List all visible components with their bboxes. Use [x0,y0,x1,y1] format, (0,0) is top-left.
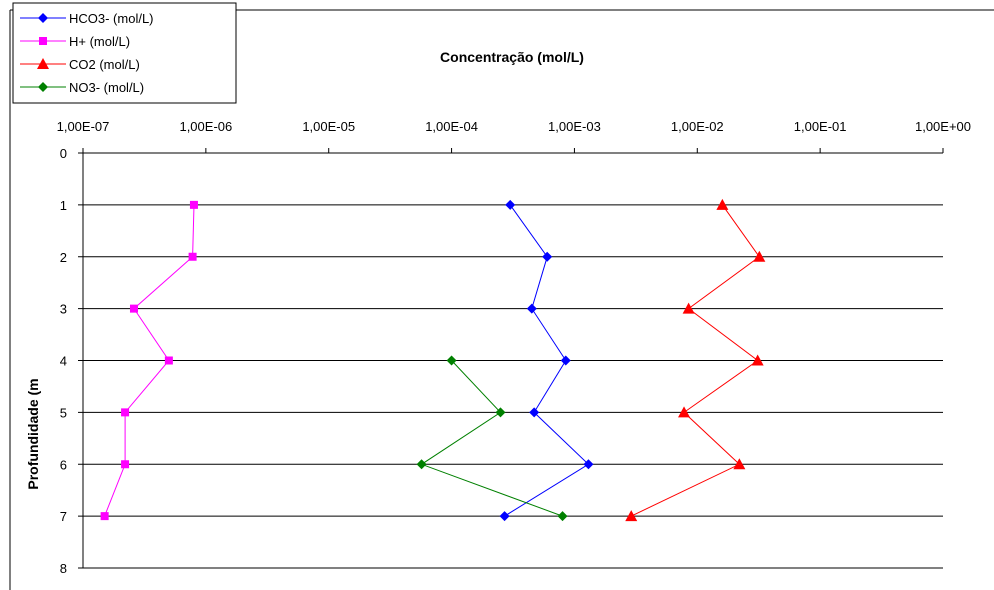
data-point [446,355,457,366]
data-point [189,200,198,209]
x-tick-label: 1,00E-01 [794,119,847,134]
y-tick-labels: 0 1 2 3 4 5 6 7 8 [60,146,67,576]
data-point [416,459,427,470]
data-point [625,510,638,522]
y-axis-label: Profundidade (m [25,378,41,489]
legend-item: HCO3- (mol/L) [20,11,154,26]
y-tick-label: 8 [60,561,67,576]
x-tick-label: 1,00E-05 [302,119,355,134]
y-tick-label: 5 [60,405,67,420]
chart-title: Concentração (mol/L) [440,49,584,65]
data-point [557,511,568,522]
y-tick-label: 2 [60,250,67,265]
series [100,198,766,522]
data-point [542,251,553,262]
legend-marker [38,13,48,23]
x-tick-label: 1,00E-03 [548,119,601,134]
legend-label: H+ (mol/L) [69,34,130,49]
series-line [420,360,563,517]
data-point [188,252,197,261]
x-tick-label: 1,00E-07 [57,119,110,134]
data-point [682,302,695,314]
legend: HCO3- (mol/L) H+ (mol/L) CO2 (mol/L) NO3- (… [12,2,237,104]
legend-item: H+ (mol/L) [20,34,130,49]
data-point [505,199,516,210]
y-tick-label: 6 [60,457,67,472]
legend-marker [37,58,49,69]
series-2 [100,200,198,521]
data-point [121,460,130,469]
data-point [753,250,766,262]
data-point [121,408,130,417]
y-tick-label: 1 [60,198,67,213]
legend-box [12,2,237,104]
data-point [529,407,540,418]
data-point [678,406,691,418]
data-point [164,356,173,365]
data-point [129,304,138,313]
series-3 [625,198,766,522]
x-tick-labels: 1,00E-07 1,00E-06 1,00E-05 1,00E-04 1,00E-03… [57,119,971,134]
data-point [526,303,537,314]
data-point [495,407,506,418]
y-tick-label: 7 [60,509,67,524]
x-tick-label: 1,00E+00 [915,119,971,134]
data-point [716,198,729,210]
data-point [499,511,510,522]
x-tick-label: 1,00E-04 [425,119,478,134]
data-point [751,354,764,366]
y-tick-label: 4 [60,354,67,369]
y-tick-label: 3 [60,302,67,317]
legend-marker [38,82,48,92]
data-point [100,512,109,521]
x-tick-label: 1,00E-02 [671,119,724,134]
y-tick-label: 0 [60,146,67,161]
legend-marker [39,37,47,45]
x-tick-label: 1,00E-06 [179,119,232,134]
data-point [560,355,571,366]
series-4 [416,355,568,522]
data-point [583,459,594,470]
grid [83,152,943,569]
legend-items: HCO3- (mol/L) H+ (mol/L) CO2 (mol/L) NO3- (… [20,11,154,95]
axes [78,148,944,569]
legend-label: HCO3- (mol/L) [69,11,154,26]
legend-item: CO2 (mol/L) [20,57,140,72]
legend-label: NO3- (mol/L) [69,80,144,95]
data-point [733,458,746,470]
series-1 [499,199,594,522]
legend-item: NO3- (mol/L) [20,80,144,95]
legend-label: CO2 (mol/L) [69,57,140,72]
